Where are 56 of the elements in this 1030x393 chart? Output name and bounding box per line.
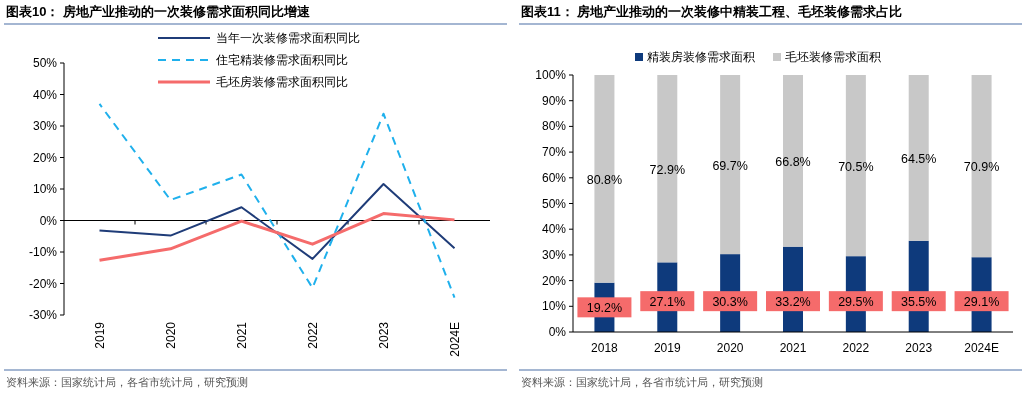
x-tick-label: 2021 [234, 321, 249, 349]
x-tick-label: 2018 [591, 341, 619, 355]
data-label: 72.9% [649, 162, 686, 177]
x-tick-label: 2022 [305, 321, 320, 349]
y-tick-label: 20% [32, 150, 58, 165]
chart-title: 图表11： 房地产业推动的一次装修中精装工程、毛坯装修需求占比 [521, 4, 903, 19]
y-tick-label: 50% [32, 56, 58, 70]
x-tick-label: 2020 [716, 341, 744, 355]
legend-label: 毛坯装修需求面积 [785, 50, 881, 64]
data-label: 29.5% [838, 295, 874, 310]
y-tick-label: -20% [28, 276, 58, 291]
text: 资料来源：国家统计局，各省市统计局，研究预测 [521, 376, 763, 388]
x-tick-label: 2021 [779, 341, 807, 355]
y-tick-label: 60% [541, 170, 567, 185]
chart-title: 图表10： 房地产业推动的一次装修需求面积同比增速 [6, 4, 312, 19]
y-tick-label: -10% [28, 245, 58, 259]
y-tick-label: 0% [39, 213, 58, 228]
data-label: 69.7% [712, 158, 748, 173]
data-label: 66.8% [775, 154, 811, 169]
x-tick-label: 2024E [447, 322, 462, 357]
y-tick-label: 40% [541, 222, 567, 237]
data-label: 35.5% [900, 295, 937, 310]
data-label: 33.2% [775, 295, 811, 310]
data-label: 80.8% [586, 172, 623, 187]
y-tick-label: 80% [541, 119, 567, 134]
legend-label: 住宅精装修需求面积同比 [215, 53, 348, 67]
y-tick-label: 40% [32, 87, 58, 102]
y-tick-label: 20% [541, 273, 567, 288]
y-tick-label: 90% [541, 93, 567, 108]
y-tick-label: 100% [535, 68, 567, 82]
x-tick-label: 2024E [964, 341, 999, 355]
text: 资料来源：国家统计局，各省市统计局，研究预测 [6, 376, 248, 388]
y-tick-label: 10% [32, 182, 58, 196]
data-label: 27.1% [649, 295, 686, 310]
data-label: 29.1% [963, 295, 1000, 310]
legend-label: 精装房装修需求面积 [647, 50, 755, 64]
x-tick-label: 2023 [376, 321, 391, 349]
y-tick-label: 10% [541, 299, 567, 314]
y-tick-label: 30% [541, 247, 567, 262]
legend-label: 毛坯房装修需求面积同比 [216, 75, 348, 89]
x-tick-label: 2023 [905, 341, 933, 355]
data-label: 30.3% [712, 295, 748, 310]
x-tick-label: 2019 [653, 341, 681, 355]
y-tick-label: 0% [548, 325, 567, 339]
y-tick-label: 50% [541, 196, 567, 211]
legend-label: 当年一次装修需求面积同比 [216, 31, 360, 45]
x-tick-label: 2020 [163, 321, 178, 349]
data-label: 70.9% [963, 160, 1000, 175]
data-label: 19.2% [586, 301, 623, 316]
data-label: 70.5% [838, 159, 874, 174]
y-tick-label: -30% [28, 308, 58, 322]
data-label: 64.5% [900, 151, 937, 166]
x-tick-label: 2019 [92, 321, 107, 349]
y-tick-label: 30% [32, 119, 58, 133]
y-tick-label: 70% [541, 145, 567, 160]
x-tick-label: 2022 [842, 341, 870, 355]
